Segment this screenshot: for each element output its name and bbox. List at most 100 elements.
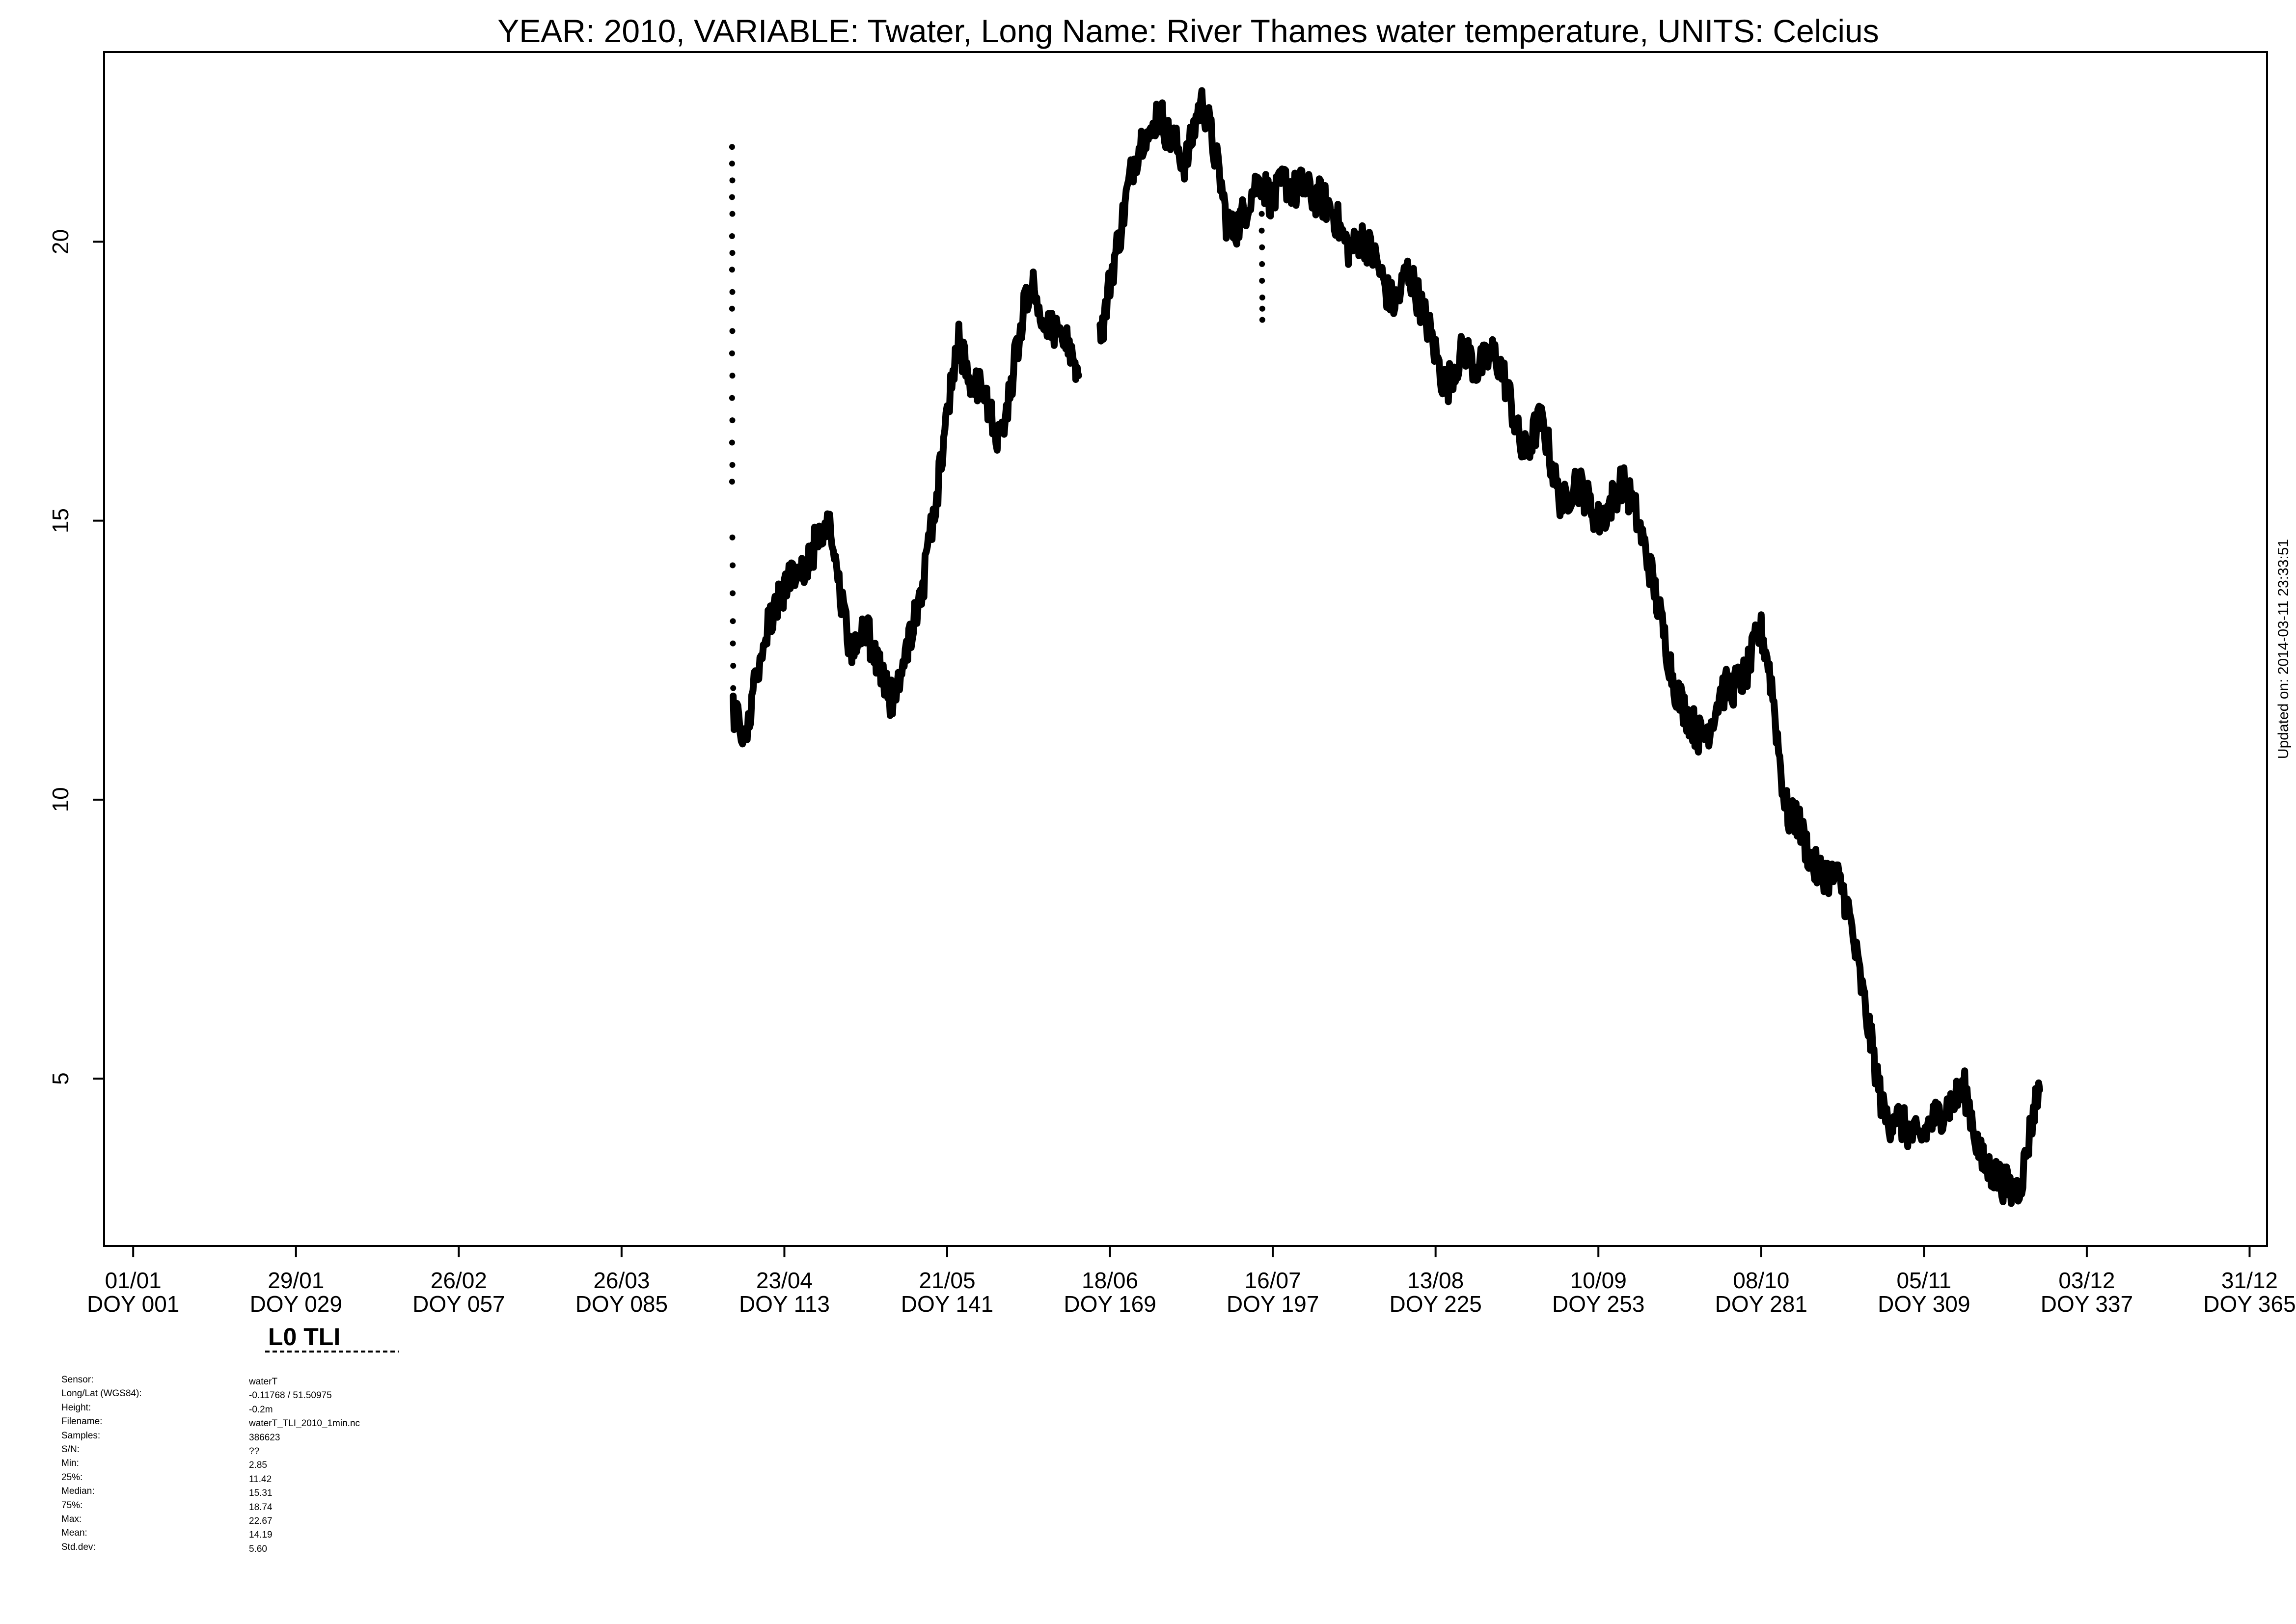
x-tick-date: 05/11 [1897, 1268, 1952, 1293]
data-point [729, 395, 735, 401]
panel-label: L0 TLI [268, 1323, 340, 1351]
metadata-label: Filename: [61, 1416, 103, 1427]
metadata-label: Height: [61, 1402, 91, 1413]
data-point [1259, 244, 1265, 250]
metadata-value: -0.2m [249, 1404, 273, 1415]
metadata-value: 5.60 [249, 1543, 267, 1554]
x-tick-doy: DOY 225 [1389, 1291, 1481, 1317]
data-point [1258, 211, 1265, 217]
data-point [1258, 194, 1265, 200]
x-tick-date: 29/01 [268, 1268, 324, 1293]
data-point [730, 590, 736, 596]
metadata-label: 25%: [61, 1472, 83, 1483]
data-point [729, 534, 736, 541]
x-tick-date: 01/01 [105, 1268, 162, 1293]
data-point [729, 350, 735, 356]
metadata-label: Long/Lat (WGS84): [61, 1388, 142, 1399]
x-tick-date: 31/12 [2221, 1268, 2278, 1293]
metadata-value: 18.74 [249, 1502, 273, 1513]
data-point [729, 194, 735, 200]
metadata-label: Min: [61, 1458, 79, 1469]
metadata-value: 11.42 [249, 1474, 272, 1485]
metadata-value: 2.85 [249, 1460, 267, 1471]
x-tick-date: 23/04 [756, 1268, 813, 1293]
data-point [730, 618, 736, 624]
data-point [730, 685, 737, 691]
series-line [1096, 87, 2043, 1207]
data-point [1259, 261, 1265, 267]
data-point [730, 663, 737, 669]
x-tick-doy: DOY 085 [575, 1291, 668, 1317]
x-tick-date: 03/12 [2058, 1268, 2115, 1293]
data-point [729, 177, 736, 184]
y-tick-label: 5 [48, 1072, 73, 1085]
x-tick-doy: DOY 281 [1715, 1291, 1807, 1317]
metadata-value: 386623 [249, 1432, 280, 1443]
data-point [729, 289, 736, 295]
metadata-value: waterT [249, 1377, 278, 1387]
metadata-label: Mean: [61, 1528, 87, 1539]
metadata-label: Median: [61, 1486, 95, 1497]
metadata-label: Sensor: [61, 1375, 94, 1385]
plot-frame [103, 51, 2268, 1247]
x-tick-doy: DOY 113 [739, 1291, 830, 1317]
metadata-value: 14.19 [249, 1530, 273, 1541]
x-tick-date: 26/03 [593, 1268, 650, 1293]
metadata-value: -0.11768 / 51.50975 [249, 1390, 332, 1401]
metadata-label: Samples: [61, 1430, 101, 1441]
metadata-value: ?? [249, 1446, 260, 1457]
x-tick-date: 08/10 [1733, 1268, 1789, 1293]
data-point [729, 250, 736, 256]
y-tick-label: 20 [48, 229, 73, 254]
series-line [730, 269, 1082, 748]
data-point [1259, 295, 1265, 300]
data-point [730, 562, 736, 568]
data-layer [729, 87, 2043, 1207]
data-point [729, 373, 736, 379]
x-tick-doy: DOY 253 [1552, 1291, 1644, 1317]
data-point [729, 267, 735, 273]
data-point [729, 211, 736, 217]
metadata-label: S/N: [61, 1444, 80, 1455]
x-tick-date: 21/05 [919, 1268, 975, 1293]
metadata-label: 75%: [61, 1500, 83, 1511]
x-tick-date: 13/08 [1407, 1268, 1464, 1293]
data-point [729, 439, 735, 446]
x-tick-doy: DOY 141 [901, 1291, 993, 1317]
x-tick-doy: DOY 057 [412, 1291, 505, 1317]
x-tick-date: 10/09 [1570, 1268, 1627, 1293]
data-point [729, 417, 736, 424]
x-tick-doy: DOY 029 [250, 1291, 342, 1317]
y-axis: 5 10 15 20 [48, 229, 105, 1085]
data-point [729, 305, 735, 312]
data-point [729, 479, 735, 485]
data-point [729, 161, 735, 167]
data-point [1258, 227, 1265, 234]
updated-note: Updated on: 2014-03-11 23:33:51 [2275, 539, 2292, 759]
x-tick-doy: DOY 169 [1064, 1291, 1156, 1317]
x-tick-doy: DOY 365 [2203, 1291, 2296, 1317]
chart-title: YEAR: 2010, VARIABLE: Twater, Long Name:… [497, 13, 1879, 49]
data-point [729, 328, 736, 334]
metadata-value: waterT_TLI_2010_1min.nc [249, 1418, 360, 1429]
x-tick-doy: DOY 197 [1227, 1291, 1319, 1317]
x-tick-doy: DOY 337 [2041, 1291, 2133, 1317]
metadata-label: Std.dev: [61, 1542, 96, 1552]
data-point [729, 144, 735, 150]
data-point [729, 462, 736, 468]
data-point [1259, 317, 1265, 323]
data-point [730, 640, 736, 647]
data-point [1259, 277, 1265, 284]
y-tick-label: 10 [48, 787, 73, 812]
x-tick-date: 26/02 [431, 1268, 487, 1293]
data-point [729, 233, 735, 239]
x-tick-date: 16/07 [1245, 1268, 1301, 1293]
x-tick-date: 18/06 [1082, 1268, 1138, 1293]
x-tick-doy: DOY 309 [1878, 1291, 1970, 1317]
x-tick-doy: DOY 001 [87, 1291, 179, 1317]
metadata-value: 15.31 [249, 1488, 273, 1499]
data-point [1259, 305, 1265, 312]
y-tick-label: 15 [48, 508, 73, 533]
